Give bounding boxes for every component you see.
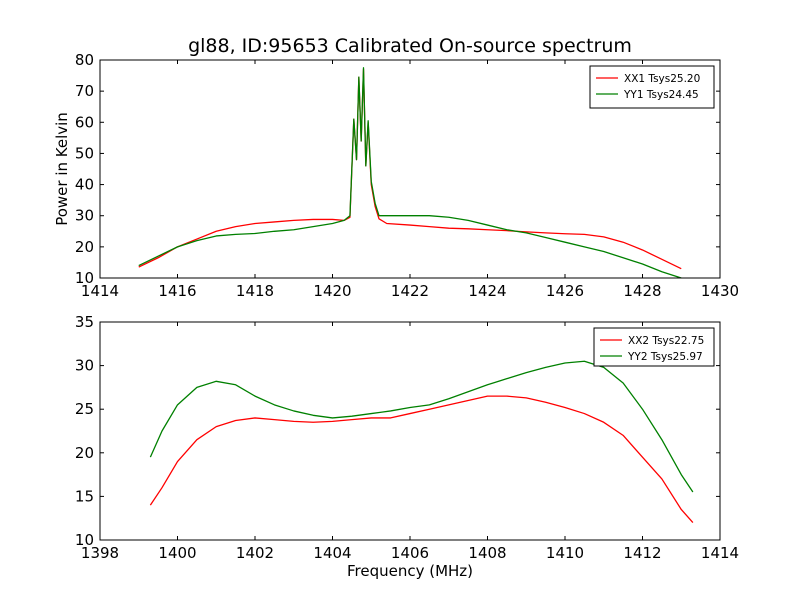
y-tick-label: 50: [75, 144, 94, 162]
x-tick-label: 1414: [701, 544, 739, 562]
x-tick-label: 1426: [546, 282, 584, 300]
y-tick-label: 30: [75, 357, 94, 375]
x-tick-label: 1400: [158, 544, 196, 562]
y-tick-label: 15: [75, 487, 94, 505]
legend-box: [589, 65, 715, 109]
series-line-yy1: [138, 67, 682, 278]
x-tick-label: 1404: [313, 544, 351, 562]
legend: XX1 Tsys25.20 YY1 Tsys24.45: [589, 65, 715, 109]
legend-label: XX1 Tsys25.20: [624, 73, 700, 85]
legend: XX2 Tsys22.75 YY2 Tsys25.97: [593, 327, 715, 367]
legend-label: XX2 Tsys22.75: [628, 335, 704, 347]
y-tick-label: 60: [75, 113, 94, 131]
y-tick-label: 40: [75, 176, 94, 194]
x-tick-label: 1430: [701, 282, 739, 300]
x-axis-label: Frequency (MHz): [347, 562, 473, 580]
y-tick-label: 25: [75, 400, 94, 418]
x-tick-label: 1418: [236, 282, 274, 300]
legend-label: YY1 Tsys24.45: [623, 89, 699, 101]
y-tick-label: 35: [75, 313, 94, 331]
y-axis-label: Power in Kelvin: [53, 112, 71, 226]
x-tick-label: 1410: [546, 544, 584, 562]
y-tick-label: 70: [75, 82, 94, 100]
x-tick-label: 1424: [468, 282, 506, 300]
legend-label: YY2 Tsys25.97: [627, 351, 703, 363]
y-tick-label: 10: [75, 269, 94, 287]
y-tick-label: 30: [75, 207, 94, 225]
legend-box: [593, 327, 715, 367]
x-tick-label: 1402: [236, 544, 274, 562]
series-line-xx2: [149, 395, 694, 523]
x-tick-label: 1414: [81, 282, 119, 300]
figure-title: gl88, ID:95653 Calibrated On-source spec…: [188, 35, 632, 57]
x-tick-label: 1406: [391, 544, 429, 562]
x-tick-label: 1420: [313, 282, 351, 300]
x-tick-label: 1416: [158, 282, 196, 300]
series-line-yy2: [149, 360, 694, 493]
x-tick-label: 1398: [81, 544, 119, 562]
y-tick-label: 20: [75, 444, 94, 462]
y-tick-label: 20: [75, 238, 94, 256]
x-tick-label: 1412: [623, 544, 661, 562]
top-panel: 1414 1416 1418 1420 1422 1424 1426 1428 1430 10 20…: [75, 51, 739, 300]
x-tick-label: 1422: [391, 282, 429, 300]
y-tick-label: 10: [75, 531, 94, 549]
y-tick-label: 80: [75, 51, 94, 69]
x-tick-label: 1408: [468, 544, 506, 562]
bottom-panel: 1398 1400 1402 1404 1406 1408 1410 1412 1414 10 15…: [75, 313, 739, 562]
x-tick-label: 1428: [623, 282, 661, 300]
